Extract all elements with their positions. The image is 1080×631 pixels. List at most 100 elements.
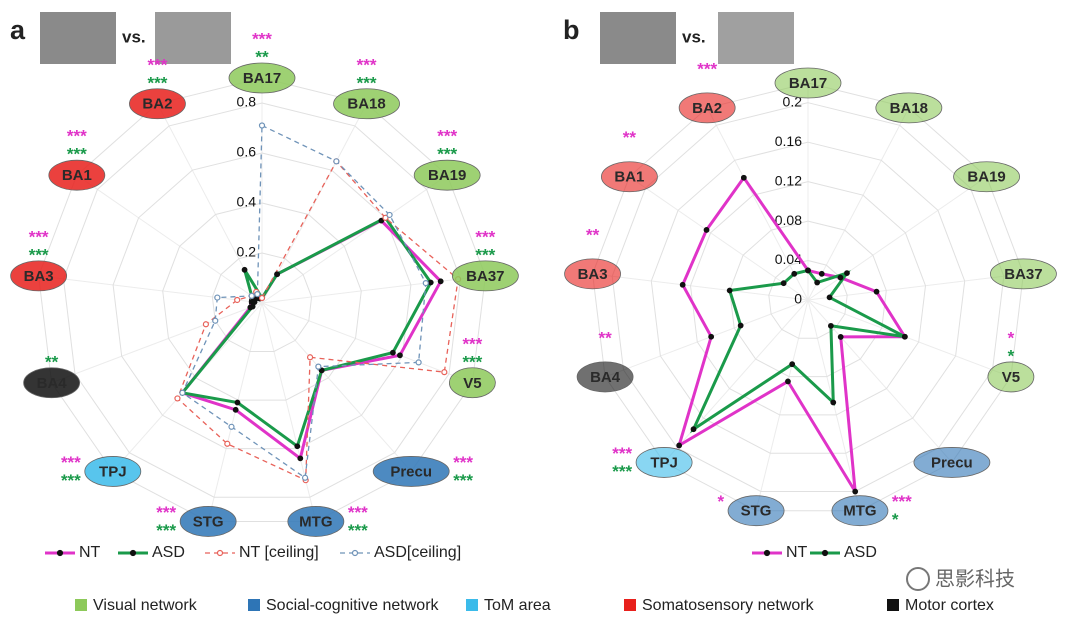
significance-stars: *** xyxy=(148,73,168,92)
region-label: STG xyxy=(193,513,224,530)
spoke xyxy=(261,103,368,304)
data-point xyxy=(234,296,241,304)
region-node xyxy=(372,456,450,487)
region-label: V5 xyxy=(463,375,481,392)
data-point xyxy=(827,322,834,329)
significance-stars: *** xyxy=(612,462,632,481)
data-point xyxy=(837,274,844,281)
region-node xyxy=(129,88,186,120)
significance-stars: *** xyxy=(61,453,81,472)
spoke xyxy=(755,299,809,511)
r-tick-label: 0.6 xyxy=(237,144,257,160)
grid-ring xyxy=(611,102,1005,492)
spoke xyxy=(663,299,809,463)
region-label: Precu xyxy=(931,454,973,471)
legend-label: ASD[ceiling] xyxy=(374,544,461,561)
series-line xyxy=(181,124,427,479)
group-label: Visual network xyxy=(93,597,198,614)
group-swatch xyxy=(466,599,478,611)
data-point xyxy=(258,122,266,129)
group-label: Motor cortex xyxy=(905,597,994,614)
significance-stars: *** xyxy=(29,227,49,246)
region-label: STG xyxy=(741,503,772,520)
region-node xyxy=(333,88,400,120)
region-node xyxy=(287,506,345,537)
series-line xyxy=(176,160,459,482)
region-node xyxy=(448,367,496,399)
legend-label: NT xyxy=(786,544,808,561)
spoke xyxy=(261,275,486,304)
photo xyxy=(155,12,231,64)
r-tick-label: 0.4 xyxy=(237,194,257,210)
data-point xyxy=(441,369,448,376)
legend-marker xyxy=(129,549,137,557)
data-point xyxy=(844,270,850,277)
data-point xyxy=(248,292,255,299)
group-label: Somatosensory network xyxy=(642,597,815,614)
data-point xyxy=(703,227,710,233)
data-point xyxy=(318,367,325,374)
legend-marker xyxy=(821,549,829,557)
data-point xyxy=(315,363,322,370)
significance-stars: *** xyxy=(462,334,482,353)
panel-label: a xyxy=(10,15,26,45)
data-point xyxy=(258,294,266,302)
significance-stars: *** xyxy=(29,245,49,264)
spoke xyxy=(51,302,263,384)
data-point xyxy=(179,389,186,396)
region-node xyxy=(987,361,1035,393)
data-point xyxy=(306,354,314,361)
group-swatch xyxy=(75,599,87,611)
data-point xyxy=(852,488,859,495)
data-point xyxy=(818,270,825,277)
significance-stars: * xyxy=(1008,328,1015,347)
significance-stars: *** xyxy=(437,145,457,164)
significance-stars: *** xyxy=(156,503,176,522)
grid-ring xyxy=(38,77,486,522)
region-label: BA4 xyxy=(590,369,621,386)
spoke xyxy=(629,176,809,301)
region-label: BA4 xyxy=(37,375,68,392)
region-node xyxy=(678,92,736,124)
data-point xyxy=(814,279,821,286)
data-point xyxy=(174,395,181,402)
region-label: BA17 xyxy=(789,75,827,92)
data-point xyxy=(378,217,385,224)
series-line xyxy=(179,215,433,449)
data-point xyxy=(251,299,258,305)
region-node xyxy=(601,161,658,193)
significance-stars: *** xyxy=(475,227,495,246)
region-label: BA1 xyxy=(62,167,92,184)
data-point xyxy=(789,361,796,368)
legend-label: ASD xyxy=(152,544,185,561)
significance-stars: *** xyxy=(453,453,473,472)
data-point xyxy=(805,267,811,274)
region-label: BA2 xyxy=(692,100,722,117)
data-point xyxy=(382,214,389,221)
r-tick-label: 0.04 xyxy=(775,251,802,267)
significance-stars: *** xyxy=(61,471,81,490)
data-point xyxy=(301,474,309,481)
region-node xyxy=(635,447,693,478)
data-point xyxy=(294,443,301,450)
spoke xyxy=(592,273,809,301)
data-point xyxy=(873,288,880,295)
significance-stars: *** xyxy=(252,29,272,48)
significance-stars: *** xyxy=(148,55,168,74)
data-point xyxy=(224,440,231,447)
series-line xyxy=(676,175,908,493)
legend-marker xyxy=(763,549,771,557)
data-point xyxy=(234,399,241,406)
data-point xyxy=(297,455,304,462)
region-label: BA3 xyxy=(578,266,608,283)
data-point xyxy=(826,294,833,301)
series-line xyxy=(689,268,906,434)
region-label: BA2 xyxy=(142,96,172,113)
region-node xyxy=(413,159,481,191)
r-tick-label: 0.16 xyxy=(775,133,802,149)
region-node xyxy=(179,506,237,537)
significance-stars: ** xyxy=(586,225,600,244)
region-label: BA19 xyxy=(967,169,1005,186)
group-label: Social-cognitive network xyxy=(266,597,440,614)
data-point xyxy=(390,349,396,356)
